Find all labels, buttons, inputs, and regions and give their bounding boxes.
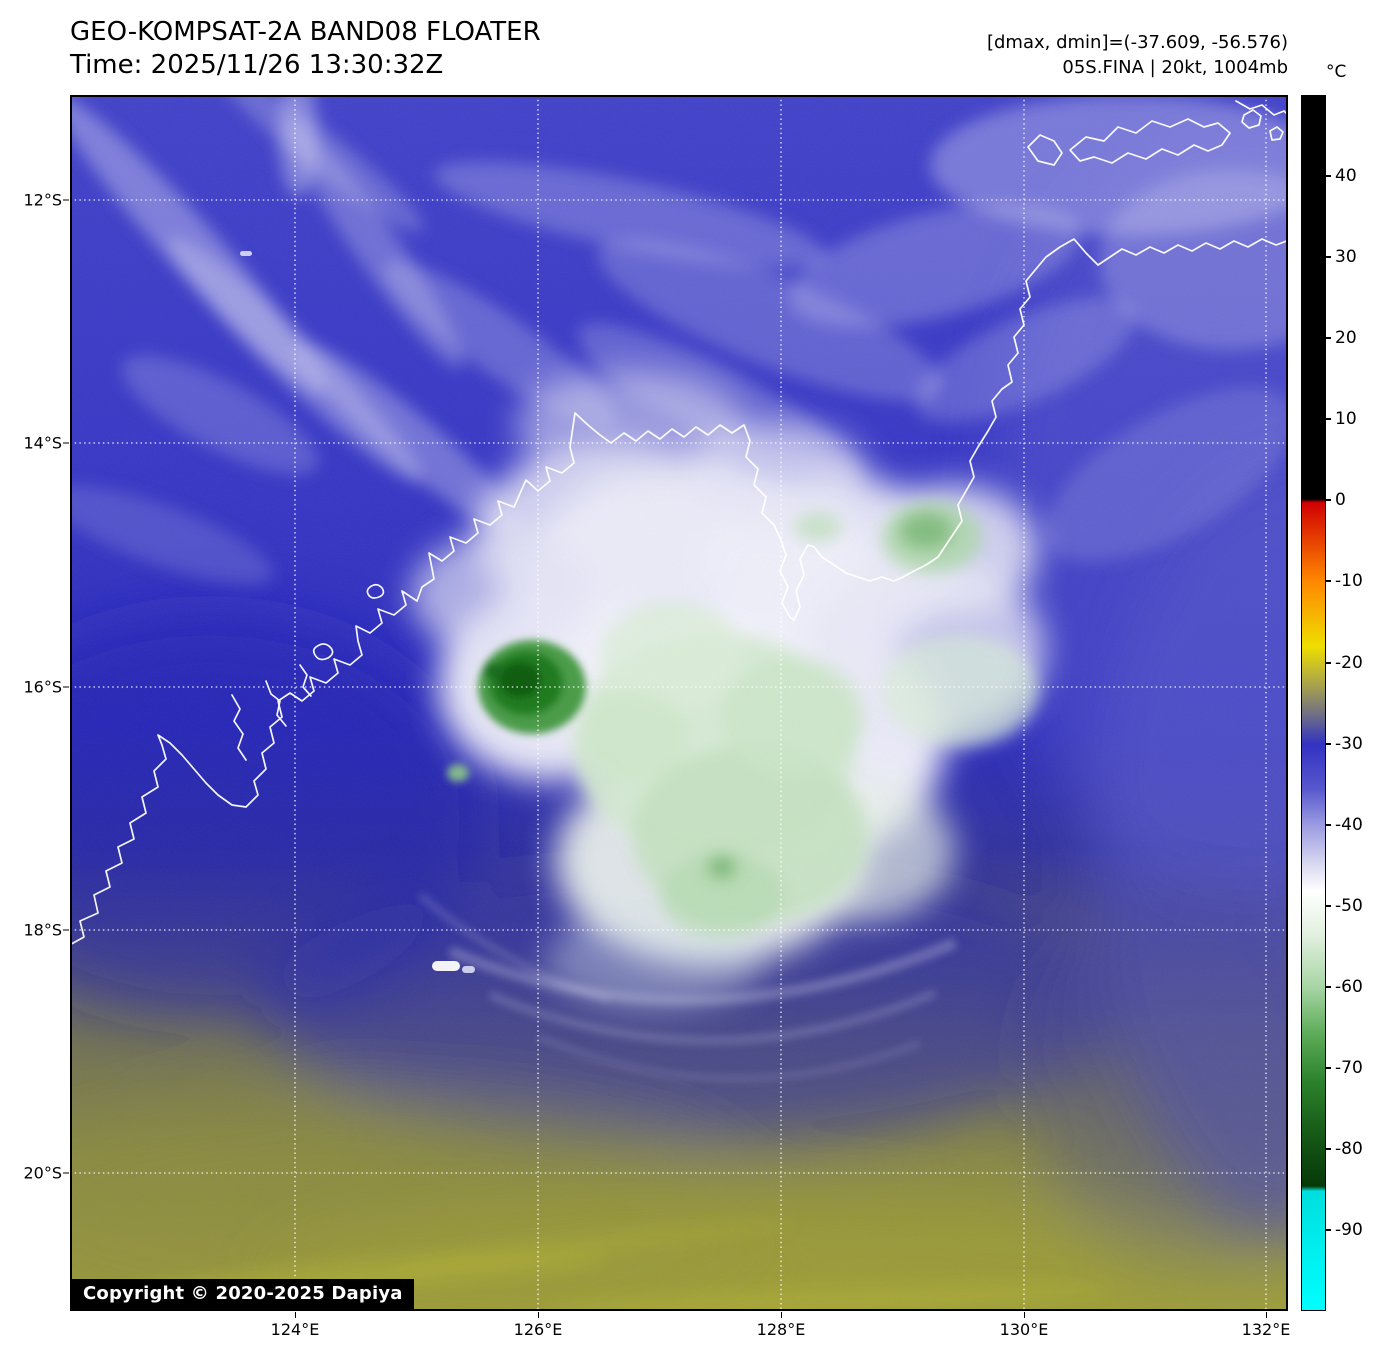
lon-tick-label: 126°E (513, 1320, 563, 1339)
lon-tick-mark (1024, 1312, 1025, 1318)
colorbar-tick-mark (1326, 418, 1331, 420)
colorbar-tick-label: -60 (1335, 977, 1363, 997)
colorbar-tick-label: -80 (1335, 1139, 1363, 1159)
lat-tick-label: 14°S (23, 433, 62, 453)
plot-frame (70, 95, 1288, 1311)
lat-tick-label: 20°S (23, 1163, 62, 1183)
colorbar-tick-mark (1326, 337, 1331, 339)
lon-tick-mark (1266, 1312, 1267, 1318)
lon-tick-mark (295, 1312, 296, 1318)
colorbar-tick-mark (1326, 499, 1331, 501)
colorbar-tick-label: -70 (1335, 1058, 1363, 1078)
colorbar-tick-label: 30 (1335, 247, 1357, 267)
lon-tick-label: 124°E (270, 1320, 320, 1339)
lon-tick-label: 128°E (756, 1320, 806, 1339)
latlon-grid (70, 95, 1288, 1311)
dmax-dmin-readout: [dmax, dmin]=(-37.609, -56.576) (986, 32, 1288, 53)
colorbar-tick-mark (1326, 986, 1331, 988)
colorbar-tick-label: -30 (1335, 734, 1363, 754)
lat-tick-mark (63, 442, 69, 444)
coastline (70, 100, 1288, 946)
lat-tick-label: 16°S (23, 677, 62, 697)
storm-readout: 05S.FINA | 20kt, 1004mb (1062, 57, 1288, 79)
lat-tick-mark (63, 686, 69, 688)
lon-tick-mark (781, 1312, 782, 1318)
lat-tick-label: 12°S (23, 190, 62, 210)
colorbar-tick-label: 40 (1335, 166, 1357, 186)
lat-tick-mark (63, 929, 69, 931)
colorbar-tick-label: 20 (1335, 328, 1357, 348)
colorbar-tick-label: 10 (1335, 409, 1357, 429)
colorbar-unit: °C (1326, 62, 1347, 82)
noise-texture (70, 95, 1288, 1311)
figure-timestamp: Time: 2025/11/26 13:30:32Z (70, 49, 444, 80)
lat-tick-mark (63, 199, 69, 201)
lon-tick-mark (538, 1312, 539, 1318)
colorbar-tick-mark (1326, 905, 1331, 907)
colorbar-tick-label: 0 (1335, 490, 1346, 510)
colorbar-tick-label: -20 (1335, 653, 1363, 673)
header-annotations: [dmax, dmin]=(-37.609, -56.576) 05S.FINA… (987, 30, 1288, 80)
satellite-map: Copyright © 2020-2025 Dapiya (70, 95, 1288, 1311)
figure-title: GEO-KOMPSAT-2A BAND08 FLOATER (70, 17, 541, 47)
colorbar-tick-mark (1326, 662, 1331, 664)
colorbar-gradient (1301, 95, 1326, 1311)
lat-tick-mark (63, 1172, 69, 1174)
lon-tick-label: 130°E (999, 1320, 1049, 1339)
colorbar-tick-label: -40 (1335, 815, 1363, 835)
colorbar-tick-mark (1326, 824, 1331, 826)
copyright-badge: Copyright © 2020-2025 Dapiya (72, 1279, 414, 1309)
colorbar-tick-label: -10 (1335, 571, 1363, 591)
colorbar-tick-mark (1326, 1067, 1331, 1069)
lat-tick-label: 18°S (23, 920, 62, 940)
satellite-imagery (70, 95, 1288, 1311)
colorbar-tick-mark (1326, 580, 1331, 582)
lon-tick-label: 132°E (1241, 1320, 1291, 1339)
colorbar-tick-label: -90 (1335, 1220, 1363, 1240)
colorbar-tick-mark (1326, 175, 1331, 177)
colorbar-tick-mark (1326, 256, 1331, 258)
colorbar-tick-mark (1326, 743, 1331, 745)
colorbar-tick-label: -50 (1335, 896, 1363, 916)
colorbar-tick-mark (1326, 1148, 1331, 1150)
title-block: GEO-KOMPSAT-2A BAND08 FLOATER Time: 2025… (70, 16, 541, 81)
colorbar-tick-mark (1326, 1229, 1331, 1231)
